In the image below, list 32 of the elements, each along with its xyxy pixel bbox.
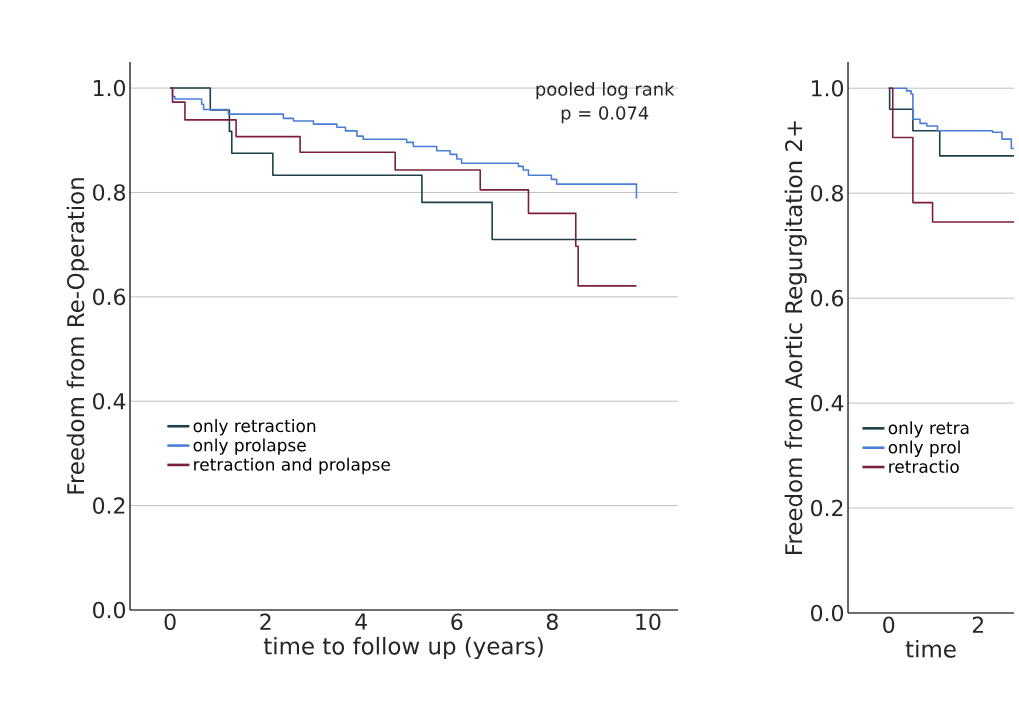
legend-label: only retraction [193,419,316,436]
y-tick-label: 0.2 [811,499,843,517]
y-tick-label: 1.0 [812,79,844,97]
x-tick-label: 0 [164,613,176,631]
annotation: pooled log rank [536,81,675,100]
y-tick-label: 0.0 [811,604,844,622]
x-tick-label: 10 [636,613,661,631]
y-tick-label: 0.6 [811,289,844,307]
y-tick-label: 0.8 [93,184,125,201]
x-tick-label: 4 [355,613,367,630]
y-tick-label: 0.0 [93,601,126,619]
x-axis-title: time [905,639,956,658]
legend-label: only retra [888,421,969,438]
y-tick-label: 0.2 [93,497,125,514]
y-axis-title: Freedom from Aortic Regurgitation 2+ [784,121,807,554]
x-tick-label: 2 [972,616,983,633]
x-tick-label: 6 [451,613,463,631]
y-tick-label: 0.4 [93,392,126,410]
legend-label: retractio [889,459,959,473]
x-axis-title: time to follow up (years) [263,636,543,660]
y-tick-label: 1.0 [94,79,126,97]
x-tick-label: 8 [546,613,558,631]
legend-label: only prol [888,440,960,457]
y-tick-label: 0.4 [811,394,844,412]
annotation: p = 0.074 [561,106,649,124]
y-tick-label: 0.6 [93,288,126,306]
x-tick-label: 0 [883,616,895,634]
legend-label: retraction and prolapse [194,457,390,475]
y-tick-label: 0.8 [811,184,843,202]
y-axis-title: Freedom from Re-Operation [66,178,89,494]
x-tick-label: 2 [260,613,271,630]
legend-label: only prolapse [193,438,306,455]
